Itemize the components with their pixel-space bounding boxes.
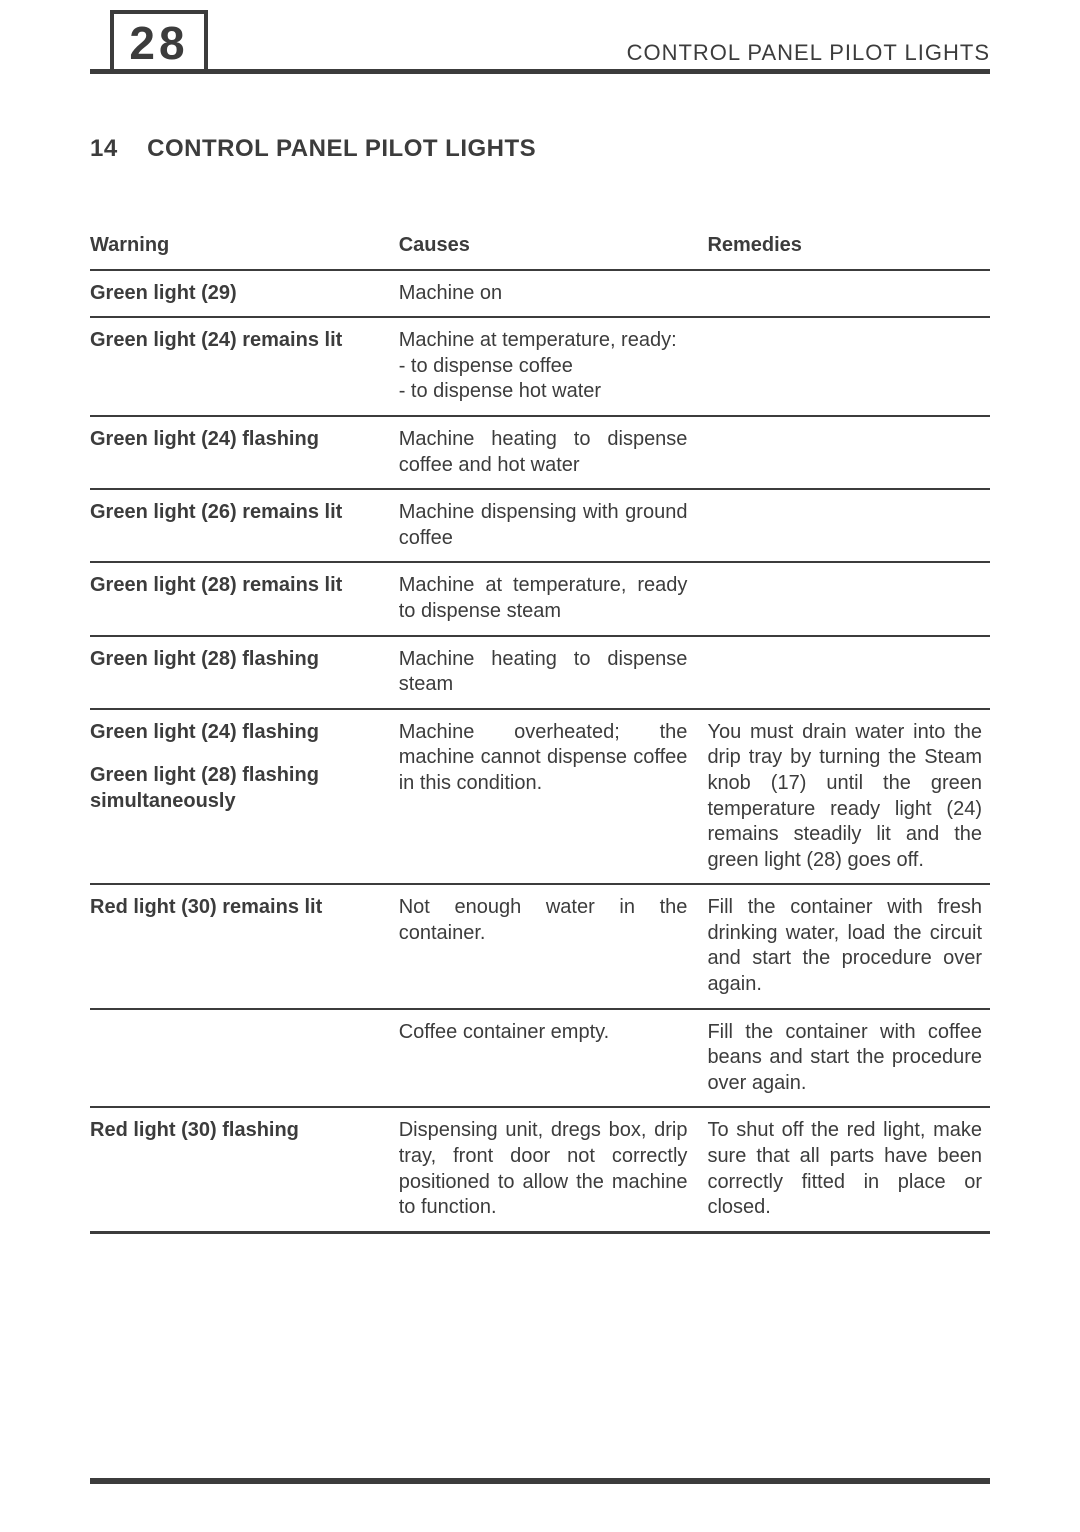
cell-causes: Dispensing unit, dregs box, drip tray, f… (399, 1107, 708, 1232)
table-row: Green light (28) remains lit Machine at … (90, 562, 990, 635)
cell-warning: Green light (28) flashing (90, 636, 399, 709)
cell-remedy: To shut off the red light, make sure tha… (707, 1107, 990, 1232)
table-row: Green light (28) flashing Machine heatin… (90, 636, 990, 709)
cell-warning (90, 1009, 399, 1108)
cell-causes: Machine on (399, 270, 708, 318)
header-title: CONTROL PANEL PILOT LIGHTS (627, 40, 990, 66)
table-row: Green light (26) remains lit Machine dis… (90, 489, 990, 562)
cell-causes: Machine at temperature, ready to dispens… (399, 562, 708, 635)
cause-line: Machine at temperature, ready: (399, 328, 688, 354)
col-header-causes: Causes (399, 223, 708, 270)
cell-remedy: Fill the container with coffee beans and… (707, 1009, 990, 1108)
cell-remedy (707, 562, 990, 635)
page: 28 CONTROL PANEL PILOT LIGHTS 14 CONTROL… (90, 0, 990, 1532)
page-number-box: 28 (110, 10, 208, 72)
table-row: Green light (24) flashing Machine heatin… (90, 416, 990, 489)
table-row: Green light (29) Machine on (90, 270, 990, 318)
cell-causes: Machine overheated; the machine cannot d… (399, 709, 708, 885)
cell-causes: Machine at temperature, ready: - to disp… (399, 317, 708, 416)
table-row: Coffee container empty. Fill the contain… (90, 1009, 990, 1108)
table-row: Red light (30) flashing Dispensing unit,… (90, 1107, 990, 1232)
table-row: Green light (24) remains lit Machine at … (90, 317, 990, 416)
cell-warning: Green light (24) flashing (90, 416, 399, 489)
table-header-row: Warning Causes Remedies (90, 223, 990, 270)
cell-remedy (707, 636, 990, 709)
header-rule (90, 69, 990, 74)
cell-remedy (707, 270, 990, 318)
cell-remedy (707, 416, 990, 489)
cell-warning: Red light (30) flashing (90, 1107, 399, 1232)
cell-causes: Not enough water in the container. (399, 884, 708, 1008)
col-header-warning: Warning (90, 223, 399, 270)
cell-warning: Red light (30) remains lit (90, 884, 399, 1008)
cell-remedy: Fill the container with fresh drinking w… (707, 884, 990, 1008)
page-number: 28 (129, 16, 188, 70)
warning-line: Green light (28) flashing simultaneously (90, 763, 391, 814)
cell-remedy: You must drain water into the drip tray … (707, 709, 990, 885)
col-header-remedies: Remedies (707, 223, 990, 270)
cell-remedy (707, 489, 990, 562)
cell-causes: Coffee container empty. (399, 1009, 708, 1108)
footer-rule (90, 1478, 990, 1484)
cell-causes: Machine heating to dispense coffee and h… (399, 416, 708, 489)
cell-causes: Machine heating to dispense steam (399, 636, 708, 709)
pilot-lights-table: Warning Causes Remedies Green light (29)… (90, 223, 990, 1234)
page-header: 28 CONTROL PANEL PILOT LIGHTS (90, 10, 990, 85)
cell-remedy (707, 317, 990, 416)
warning-line: Green light (24) flashing (90, 720, 391, 746)
cell-warning: Green light (28) remains lit (90, 562, 399, 635)
section-heading: 14 CONTROL PANEL PILOT LIGHTS (90, 135, 990, 163)
section-title: CONTROL PANEL PILOT LIGHTS (147, 135, 536, 162)
table-row: Green light (24) flashing Green light (2… (90, 709, 990, 885)
section-number: 14 (90, 135, 140, 163)
table-row: Red light (30) remains lit Not enough wa… (90, 884, 990, 1008)
cause-line: - to dispense coffee (399, 354, 688, 380)
cell-warning: Green light (24) flashing Green light (2… (90, 709, 399, 885)
cause-line: - to dispense hot water (399, 379, 688, 405)
cell-warning: Green light (26) remains lit (90, 489, 399, 562)
cell-causes: Machine dispensing with ground coffee (399, 489, 708, 562)
cell-warning: Green light (24) remains lit (90, 317, 399, 416)
cell-warning: Green light (29) (90, 270, 399, 318)
